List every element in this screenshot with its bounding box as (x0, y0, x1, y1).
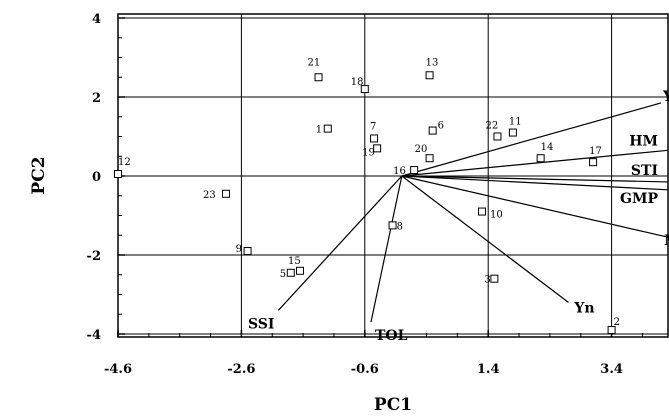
x-tick-label: 3.4 (600, 362, 623, 377)
point-marker-1 (323, 124, 332, 133)
point-marker-14 (536, 154, 545, 163)
point-marker-6 (428, 126, 437, 135)
point-marker-21 (314, 73, 323, 82)
point-label-9: 9 (236, 244, 242, 255)
point-marker-7 (370, 134, 379, 143)
point-label-22: 22 (485, 121, 498, 132)
y-tick-label: 0 (92, 170, 101, 185)
point-marker-11 (508, 128, 517, 137)
point-label-8: 8 (397, 221, 403, 232)
point-label-15: 15 (288, 256, 301, 267)
point-label-19: 19 (362, 147, 375, 158)
point-marker-3 (490, 274, 499, 283)
point-marker-20 (425, 154, 434, 163)
vector-sti-line (401, 175, 669, 183)
vector-gmp-label: GMP (620, 191, 658, 207)
point-label-16: 16 (393, 166, 406, 177)
point-marker-16 (410, 166, 419, 175)
point-label-20: 20 (415, 144, 428, 155)
vector-ys-label: YS (662, 89, 669, 105)
point-label-10: 10 (490, 210, 503, 221)
x-tick-label: -2.6 (227, 362, 255, 377)
point-label-14: 14 (541, 142, 554, 153)
point-marker-9 (243, 247, 252, 256)
point-label-13: 13 (426, 57, 439, 68)
y-tick-label: 2 (92, 91, 101, 106)
vector-sti-label: STI (631, 163, 658, 179)
y-tick-label: 4 (92, 12, 101, 27)
vector-mp-line (401, 175, 669, 238)
point-label-17: 17 (589, 146, 602, 157)
point-marker-13 (425, 71, 434, 80)
vector-mp-label: MP (664, 233, 669, 249)
point-marker-8 (388, 221, 397, 230)
x-axis-title: PC1 (374, 395, 412, 415)
x-tick-label: -4.6 (104, 362, 132, 377)
x-tick-label: -0.6 (351, 362, 379, 377)
point-label-6: 6 (438, 121, 444, 132)
y-tick-label: -2 (87, 249, 101, 264)
data-points: 1234567891011121314151617181920212223 (114, 57, 620, 335)
point-label-21: 21 (308, 57, 321, 68)
point-label-23: 23 (203, 190, 216, 201)
point-marker-22 (493, 132, 502, 141)
vector-yn-line (401, 175, 569, 303)
point-marker-2 (607, 326, 616, 335)
point-label-7: 7 (370, 121, 376, 132)
vector-tol-label: TOL (375, 328, 408, 344)
grid-lines (118, 14, 668, 337)
point-label-11: 11 (509, 117, 522, 128)
point-label-5: 5 (280, 269, 286, 280)
point-marker-15 (296, 266, 305, 275)
vector-hm-label: HM (629, 133, 658, 149)
point-marker-5 (286, 268, 295, 277)
vector-ys-line (401, 102, 662, 177)
point-marker-10 (478, 207, 487, 216)
point-label-12: 12 (118, 157, 131, 168)
vector-lines: YS HM STI GMP MP Yn TOL SSI (248, 89, 669, 344)
vector-hm-line (401, 149, 669, 177)
point-label-18: 18 (351, 77, 364, 88)
vector-ssi-line (277, 175, 403, 311)
point-label-3: 3 (484, 275, 490, 286)
vector-gmp-line (401, 175, 669, 191)
vector-ssi-label: SSI (248, 316, 274, 332)
point-marker-17 (589, 158, 598, 167)
vector-yn-label: Yn (573, 300, 594, 316)
point-marker-23 (221, 189, 230, 198)
point-marker-19 (373, 144, 382, 153)
point-marker-18 (360, 85, 369, 94)
vector-tol-line (370, 175, 403, 323)
y-tick-label: -4 (87, 328, 101, 343)
point-marker-12 (114, 170, 122, 179)
point-label-1: 1 (316, 125, 322, 136)
x-tick-label: 1.4 (477, 362, 500, 377)
y-axis-title: PC2 (29, 156, 49, 194)
point-label-2: 2 (614, 317, 620, 328)
